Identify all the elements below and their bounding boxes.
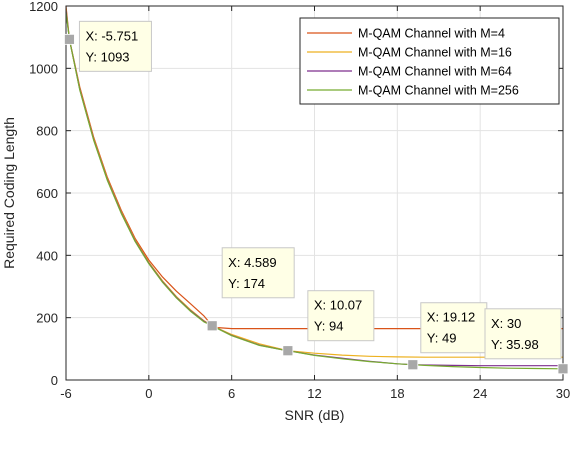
datatip-box xyxy=(78,20,152,72)
datatip[interactable]: X: 4.589 Y: 174 xyxy=(206,247,295,332)
datatip-x-text: X: 30 xyxy=(491,316,521,331)
datatip-x-text: X: 10.07 xyxy=(314,298,362,313)
y-tick-label: 600 xyxy=(36,186,58,201)
datatip-box xyxy=(221,247,295,299)
x-tick-label: 12 xyxy=(307,386,321,401)
y-tick-label: 1000 xyxy=(29,61,58,76)
legend-label: M-QAM Channel with M=16 xyxy=(358,46,512,60)
y-tick-label: 0 xyxy=(51,373,58,388)
legend-label: M-QAM Channel with M=256 xyxy=(358,84,519,98)
datatip-marker xyxy=(282,345,294,357)
datatip[interactable]: X: 10.07 Y: 94 xyxy=(282,290,375,357)
series-line-4 xyxy=(65,12,564,370)
datatip-y-text: Y: 1093 xyxy=(85,49,129,64)
datatip-y-text: Y: 94 xyxy=(314,319,344,334)
datatip-box xyxy=(484,308,562,360)
data-tips: X: -5.751 Y: 1093 X: 4.589 Y: 174 X: 10.07 Y:… xyxy=(64,20,569,375)
legend[interactable]: M-QAM Channel with M=4 M-QAM Channel with… xyxy=(299,17,560,105)
datatip-y-text: Y: 35.98 xyxy=(491,337,539,352)
datatip-box xyxy=(420,302,488,354)
legend-label: M-QAM Channel with M=64 xyxy=(358,65,512,79)
datatip-y-text: Y: 174 xyxy=(228,276,265,291)
y-tick-label: 800 xyxy=(36,124,58,139)
datatip[interactable]: X: 19.12 Y: 49 xyxy=(407,302,488,371)
y-axis-label: Required Coding Length xyxy=(1,117,17,269)
datatip-x-text: X: 19.12 xyxy=(427,310,475,325)
datatip-x-text: X: -5.751 xyxy=(85,28,138,43)
datatip-box xyxy=(307,290,375,342)
x-tick-label: 24 xyxy=(473,386,487,401)
y-tick-label: 400 xyxy=(36,248,58,263)
x-tick-label: 0 xyxy=(145,386,152,401)
datatip-marker xyxy=(557,363,569,375)
y-tick-label: 200 xyxy=(36,311,58,326)
x-axis-label: SNR (dB) xyxy=(285,407,345,423)
datatip-marker xyxy=(64,33,75,45)
datatip[interactable]: X: -5.751 Y: 1093 xyxy=(64,20,152,72)
x-tick-label: -6 xyxy=(60,386,72,401)
datatip-x-text: X: 4.589 xyxy=(228,255,276,270)
datatip-y-text: Y: 49 xyxy=(427,331,457,346)
legend-label: M-QAM Channel with M=4 xyxy=(358,27,505,41)
x-tick-label: 6 xyxy=(228,386,235,401)
datatip[interactable]: X: 30 Y: 35.98 xyxy=(484,308,569,375)
x-tick-label: 18 xyxy=(390,386,404,401)
datatip-marker xyxy=(206,320,218,332)
x-tick-label: 30 xyxy=(556,386,570,401)
datatip-marker xyxy=(407,359,419,371)
y-tick-label: 1200 xyxy=(29,0,58,14)
